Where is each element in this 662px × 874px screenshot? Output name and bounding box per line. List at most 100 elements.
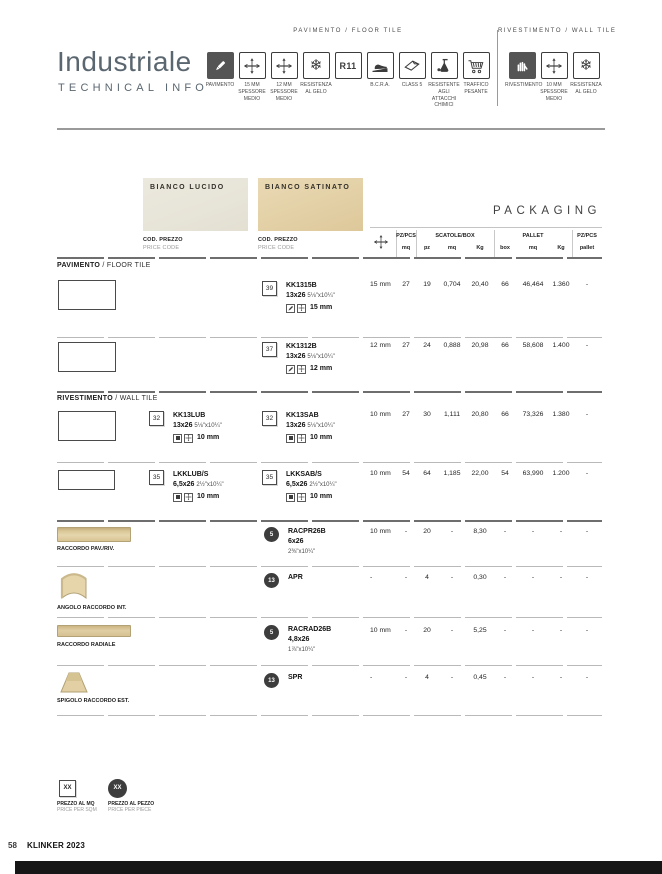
table-row-apr: ANGOLO RACCORDO INT. 13 APR - - 4 - 0,30… <box>57 567 605 617</box>
tile-outline-image <box>58 280 116 310</box>
row-divider <box>57 566 602 567</box>
cod-prezzo-label: COD. PREZZO <box>258 237 298 243</box>
packaging-data-row: 10 mm 27 30 1,111 20,80 66 73,326 1.380 … <box>370 411 602 418</box>
thickness-icon <box>270 52 298 79</box>
thickness-mini-icon <box>184 433 193 443</box>
frost-resistance-icon: ❄ RESISTENZA AL GELO <box>300 52 332 109</box>
page-subtitle: TECHNICAL INFO <box>58 82 209 94</box>
colorway-name: BIANCO SATINATO <box>265 184 351 191</box>
data-pallet-box: 66 <box>501 342 509 349</box>
product-kk1315b: 39 KK1315B 13x26 5⅛"x10¼" 15 mm <box>262 281 335 313</box>
pavimento-icon: PAVIMENTO <box>204 52 236 109</box>
data-box-mq: 0,704 <box>443 281 461 288</box>
size-inches: 2½"x10¼" <box>196 482 224 489</box>
product-code: RACRAD26B <box>288 626 332 633</box>
price-legend: XX PREZZO AL MQ PRICE PER SQM XX PREZZO … <box>57 778 154 813</box>
data-pzpcs-pallet: - <box>585 411 589 418</box>
col-group-pallet: PALLET <box>522 233 544 239</box>
raccordo-pav-riv-image <box>57 527 131 542</box>
icon-label: 15 MM SPESSORE MEDIO <box>238 82 266 102</box>
rivestimento-mini-icon <box>173 492 182 502</box>
page-number: 58 <box>8 841 17 850</box>
icon-label: RESISTENZA AL GELO <box>570 82 602 95</box>
price-piece-badge: 13 <box>264 673 279 688</box>
trim-label: RACCORDO RADIALE <box>57 642 116 648</box>
icon-group-divider <box>497 30 498 106</box>
data-pallet-kg: 1.360 <box>552 281 570 288</box>
data-pallet-box: 66 <box>501 281 509 288</box>
swatch-bianco-satinato: BIANCO SATINATO <box>258 178 363 231</box>
data-pallet-box: - <box>503 528 507 535</box>
price-piece-badge: 13 <box>264 573 279 588</box>
legend-label: PREZZO AL MQ <box>57 801 95 807</box>
colorway-name: BIANCO LUCIDO <box>150 184 225 191</box>
shoe-ramp-icon <box>366 52 394 79</box>
header-vline <box>494 230 495 257</box>
col-group-pzpcs-pallet: PZ/PCS <box>577 233 597 239</box>
unit-kg: Kg <box>557 245 565 251</box>
class5-icon: CLASS 5 <box>396 52 428 109</box>
header-vline <box>572 230 573 257</box>
price-piece-badge: 5 <box>264 527 279 542</box>
icon-label: PAVIMENTO <box>205 82 235 88</box>
unit-pz: pz <box>423 245 431 251</box>
data-box-mq: 1,111 <box>444 411 460 418</box>
r11-rating-badge: R11 <box>332 52 364 109</box>
tile-outline-image <box>58 470 115 490</box>
section-title: RIVESTIMENTO <box>57 395 113 402</box>
thickness-value: 10 mm <box>310 434 333 442</box>
data-box-mq: 0,888 <box>443 342 461 349</box>
section-subtitle: / WALL TILE <box>112 395 158 402</box>
product-kk1312b: 37 KK1312B 13x26 5⅛"x10¼" 12 mm <box>262 342 335 374</box>
price-code-block-lucido: COD. PREZZO PRICE CODE <box>143 236 183 253</box>
cart-icon <box>462 52 490 79</box>
packaging-data-row: 10 mm - 20 - 5,25 - - - - <box>370 627 602 634</box>
product-kk13lub: 32 KK13LUB 13x26 5⅛"x10¼" 10 mm <box>149 411 222 443</box>
product-code: KK1315B <box>286 282 317 289</box>
icon-label: 10 MM SPESSORE MEDIO <box>540 82 568 102</box>
size-inches: 5⅛"x10¼" <box>307 423 335 430</box>
r11-icon: R11 <box>334 52 362 79</box>
legend-price-per-piece: XX PREZZO AL PEZZO PRICE PER PIECE <box>108 778 154 813</box>
data-box-mq: - <box>450 627 454 634</box>
cod-prezzo-label: COD. PREZZO <box>143 237 183 243</box>
product-code: RACPR26B <box>288 528 326 535</box>
size-cm: 13x26 <box>173 422 193 430</box>
size-inches: 2½"x10¼" <box>309 482 337 489</box>
price-piece-badge: 5 <box>264 625 279 640</box>
heavy-traffic-icon: TRAFFICO PESANTE <box>460 52 492 109</box>
wall-tile-group-label: RIVESTIMENTO / WALL TILE <box>498 28 617 34</box>
unit-mq: mq <box>447 245 457 251</box>
header-vline <box>396 230 397 257</box>
data-box-kg: 20,80 <box>471 411 489 418</box>
tile-outline-image <box>58 411 116 441</box>
snowflake-icon: ❄ <box>572 52 600 79</box>
data-pzpcs-pallet: - <box>585 470 589 477</box>
data-pzpcs-pallet: - <box>585 342 589 349</box>
data-box-kg: 22,00 <box>471 470 489 477</box>
size-inches: 5⅛"x10¼" <box>194 423 222 430</box>
wall-certification-icons: RIVESTIMENTO 10 MM SPESSORE MEDIO ❄ RESI… <box>505 52 602 102</box>
data-pzpcs-pallet: - <box>585 281 589 288</box>
data-pzpcs-mq: - <box>404 528 408 535</box>
pencil-icon <box>206 52 234 79</box>
data-pallet-box: 54 <box>501 470 509 477</box>
trim-label: RACCORDO PAV./RIV. <box>57 546 115 552</box>
data-thickness: 15 mm <box>370 281 391 288</box>
table-row-kk1315b: 39 KK1315B 13x26 5⅛"x10¼" 15 mm 15 mm 27… <box>57 277 605 337</box>
data-thickness: - <box>370 574 373 581</box>
pavimento-mini-icon <box>286 303 295 313</box>
packaging-data-row: - - 4 - 0,45 - - - - <box>370 674 602 681</box>
data-pallet-box: - <box>503 574 507 581</box>
price-code-badge: 35 <box>262 470 277 485</box>
packaging-title: PACKAGING <box>492 205 601 217</box>
thickness-value: 10 mm <box>197 434 220 442</box>
unit-cell <box>370 245 396 251</box>
col-group-pzpcs: PZ/PCS <box>396 233 416 239</box>
icon-label: B.C.R.A. <box>370 82 390 88</box>
thickness-value: 10 mm <box>197 493 220 501</box>
floor-tile-group-label: PAVIMENTO / FLOOR TILE <box>293 28 403 34</box>
thickness-12mm-icon: 12 MM SPESSORE MEDIO <box>268 52 300 109</box>
thickness-icon <box>238 52 266 79</box>
price-code-badge: 32 <box>149 411 164 426</box>
